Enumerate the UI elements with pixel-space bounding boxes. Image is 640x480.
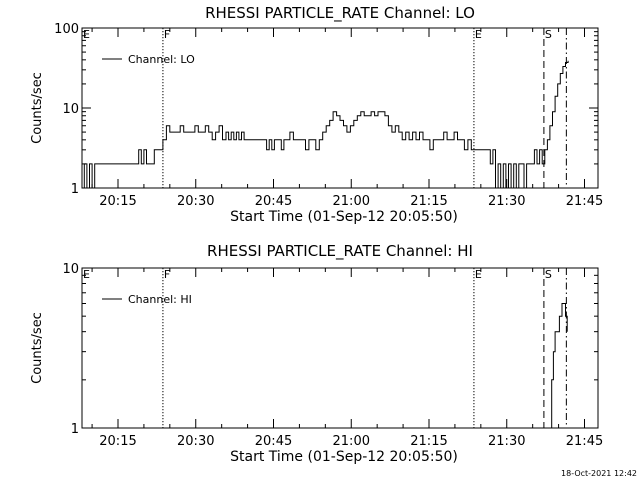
x-tick-label: 21:45 [566, 194, 603, 209]
x-tick-label: 21:00 [333, 434, 370, 449]
y-axis-label: Counts/sec [30, 72, 45, 144]
y-tick-label: 10 [62, 102, 79, 117]
x-tick-label: 20:45 [255, 194, 292, 209]
x-tick-label: 21:00 [333, 194, 370, 209]
plot-frame [81, 267, 599, 429]
chart-title: RHESSI PARTICLE_RATE Channel: HI [207, 242, 473, 261]
event-marker-label: E [475, 28, 482, 41]
x-tick-label: 20:45 [255, 434, 292, 449]
event-marker-label: S [545, 268, 552, 281]
y-tick-label: 10 [62, 262, 79, 277]
event-marker-label: F [164, 28, 170, 41]
x-tick-label: 20:15 [99, 434, 136, 449]
series-line [81, 60, 569, 189]
x-tick-label: 21:30 [488, 194, 525, 209]
y-tick-label: 1 [71, 422, 79, 437]
footer-date: 18-Oct-2021 12:42 [561, 469, 637, 478]
event-marker-label: F [164, 268, 170, 281]
event-marker-label: S [545, 28, 552, 41]
x-tick-label: 21:30 [488, 434, 525, 449]
y-tick-label: 1 [71, 182, 79, 197]
event-marker-label: E [475, 268, 482, 281]
y-tick-label: 100 [54, 22, 79, 37]
chart-title: RHESSI PARTICLE_RATE Channel: LO [205, 4, 475, 23]
x-axis-label: Start Time (01-Sep-12 20:05:50) [230, 449, 458, 465]
panel-hi: RHESSI PARTICLE_RATE Channel: HI 1 10 20:15… [30, 242, 603, 465]
x-tick-label: 20:15 [99, 194, 136, 209]
event-marker-label: E [83, 268, 90, 281]
x-tick-label: 20:30 [177, 434, 214, 449]
event-marker-label: E [83, 28, 90, 41]
x-tick-label: 21:15 [410, 194, 447, 209]
x-tick-label: 21:45 [566, 434, 603, 449]
series-line [549, 303, 568, 429]
legend-label: Channel: LO [128, 53, 195, 66]
panel-lo: RHESSI PARTICLE_RATE Channel: LO 1 10 100 20… [30, 4, 603, 225]
x-tick-label: 20:30 [177, 194, 214, 209]
x-axis-label: Start Time (01-Sep-12 20:05:50) [230, 209, 458, 225]
y-axis-label: Counts/sec [30, 312, 45, 384]
x-tick-label: 21:15 [410, 434, 447, 449]
legend-label: Channel: HI [128, 293, 192, 306]
